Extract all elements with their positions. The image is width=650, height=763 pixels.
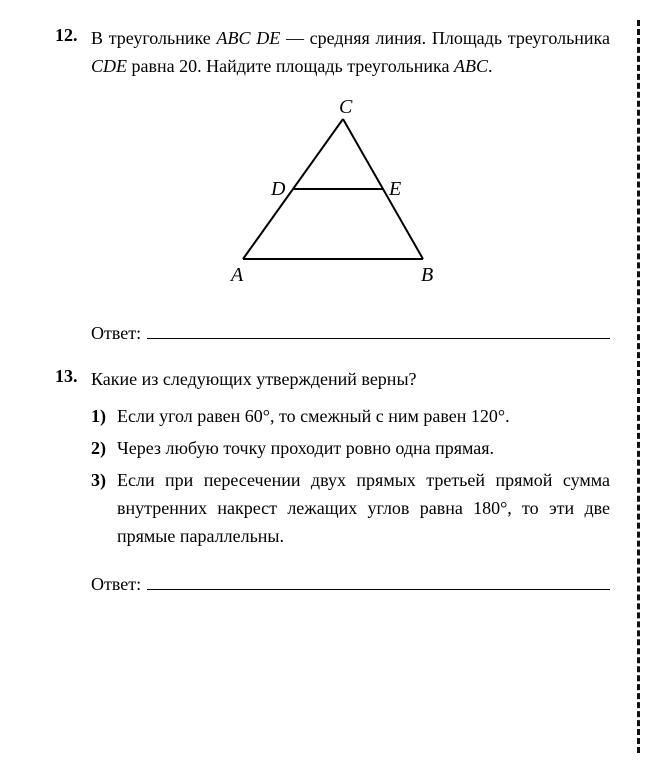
var-abc2: ABC bbox=[454, 56, 488, 76]
problem-row: 12. В треугольнике ABC DE — средняя лини… bbox=[55, 25, 610, 81]
answer-row-12: Ответ: bbox=[91, 318, 610, 344]
triangle-diagram: A B C D E bbox=[55, 99, 610, 294]
vertex-label-A: A bbox=[229, 264, 244, 286]
var-de: DE bbox=[256, 28, 280, 48]
problem-row: 13. Какие из следующих утверждений верны… bbox=[55, 366, 610, 555]
problem-13: 13. Какие из следующих утверждений верны… bbox=[55, 366, 610, 595]
page: 12. В треугольнике ABC DE — средняя лини… bbox=[0, 0, 650, 763]
problem-number-13: 13. bbox=[55, 366, 91, 387]
option-text-1: Если угол равен 60°, то смежный с ним ра… bbox=[117, 403, 610, 431]
option-text-3: Если при пересечении двух прямых третьей… bbox=[117, 467, 610, 551]
text: равна 20. Найдите площадь треугольника bbox=[127, 56, 454, 76]
vertex-label-B: B bbox=[421, 264, 433, 286]
option-text-2: Через любую точку проходит ровно одна пр… bbox=[117, 435, 610, 463]
text: В треугольнике bbox=[91, 28, 217, 48]
answer-label-12: Ответ: bbox=[91, 323, 141, 344]
option-num-3: 3) bbox=[91, 467, 117, 495]
vertex-label-D: D bbox=[270, 178, 286, 200]
vertex-label-C: C bbox=[339, 99, 353, 118]
var-cde: CDE bbox=[91, 56, 127, 76]
answer-line-12[interactable] bbox=[147, 318, 610, 339]
problem-body-13: Какие из следующих утверждений верны? 1)… bbox=[91, 366, 610, 555]
page-right-dashed-border bbox=[637, 20, 640, 753]
option-3: 3) Если при пересечении двух прямых трет… bbox=[91, 467, 610, 551]
option-2: 2) Через любую точку проходит ровно одна… bbox=[91, 435, 610, 463]
problem-body-12: В треугольнике ABC DE — средняя линия. П… bbox=[91, 25, 610, 81]
var-abc: ABC bbox=[217, 28, 251, 48]
problem-12: 12. В треугольнике ABC DE — средняя лини… bbox=[55, 25, 610, 344]
question-13: Какие из следующих утверждений верны? bbox=[91, 366, 610, 394]
option-num-2: 2) bbox=[91, 435, 117, 463]
answer-label-13: Ответ: bbox=[91, 574, 141, 595]
answer-line-13[interactable] bbox=[147, 569, 610, 590]
options-list: 1) Если угол равен 60°, то смежный с ним… bbox=[91, 403, 610, 550]
problem-number-12: 12. bbox=[55, 25, 91, 46]
vertex-label-E: E bbox=[388, 178, 401, 200]
option-1: 1) Если угол равен 60°, то смежный с ним… bbox=[91, 403, 610, 431]
triangle-svg: A B C D E bbox=[203, 99, 463, 289]
text: — средняя линия. Площадь треугольника bbox=[280, 28, 610, 48]
answer-row-13: Ответ: bbox=[91, 569, 610, 595]
option-num-1: 1) bbox=[91, 403, 117, 431]
text: . bbox=[488, 56, 493, 76]
